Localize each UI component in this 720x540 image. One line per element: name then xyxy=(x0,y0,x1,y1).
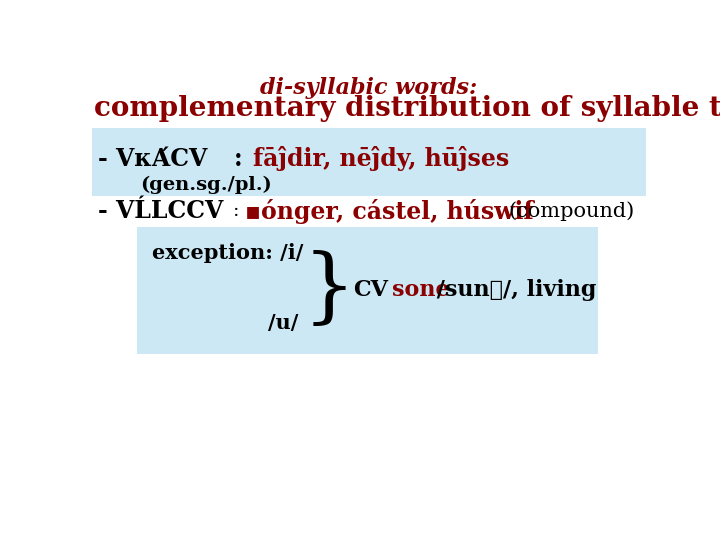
Text: CV: CV xyxy=(354,279,389,301)
Text: /u/: /u/ xyxy=(269,313,299,333)
Text: - VκÁCV: - VκÁCV xyxy=(98,147,207,171)
Text: (compound): (compound) xyxy=(508,201,635,221)
Text: sone: sone xyxy=(392,279,450,301)
Text: (gen.sg./pl.): (gen.sg./pl.) xyxy=(140,176,272,194)
Text: }: } xyxy=(302,249,355,329)
Text: :: : xyxy=(233,202,240,220)
FancyBboxPatch shape xyxy=(92,128,646,195)
Text: - VĹLCCV: - VĹLCCV xyxy=(98,199,223,223)
Text: complementary distribution of syllable types: complementary distribution of syllable t… xyxy=(94,95,720,122)
Text: /sun★/, living: /sun★/, living xyxy=(428,279,596,301)
Text: :: : xyxy=(233,147,242,171)
Text: di-syllabic words:: di-syllabic words: xyxy=(261,77,477,99)
Text: exception: /i/: exception: /i/ xyxy=(152,244,303,264)
Text: ▪ónger, cástel, húswif: ▪ónger, cástel, húswif xyxy=(245,199,534,224)
FancyBboxPatch shape xyxy=(137,226,598,354)
Text: fāĵdir, nēĵdy, hūĵses: fāĵdir, nēĵdy, hūĵses xyxy=(253,146,509,171)
